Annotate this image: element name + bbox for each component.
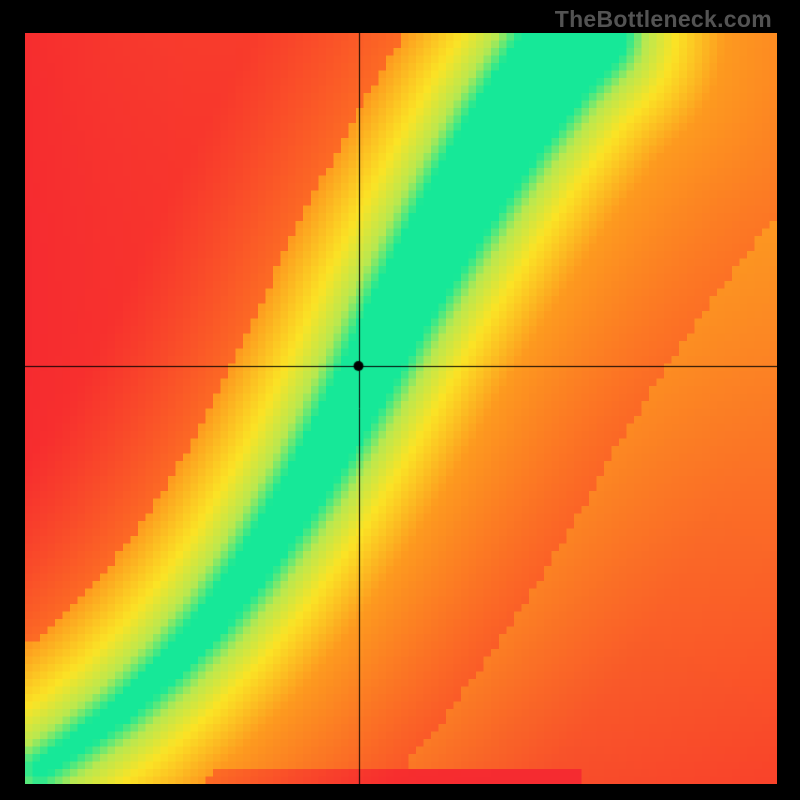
crosshair-overlay: [25, 33, 777, 784]
chart-container: TheBottleneck.com: [0, 0, 800, 800]
watermark-text: TheBottleneck.com: [555, 6, 772, 33]
